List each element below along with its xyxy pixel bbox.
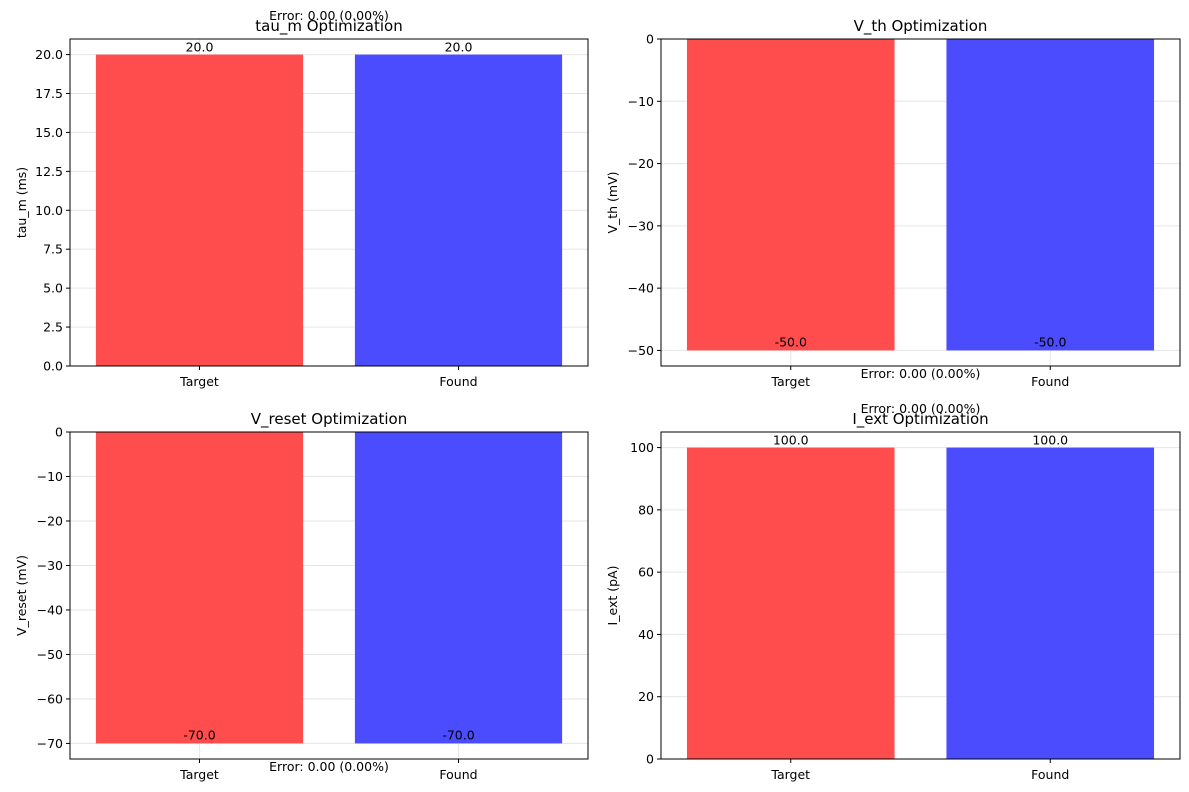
y-tick-label: 0.0: [43, 359, 63, 374]
bar-value-label: -70.0: [183, 727, 215, 742]
error-annotation: Error: 0.00 (0.00%): [269, 8, 389, 23]
x-tick-label: Target: [179, 374, 219, 389]
y-tick-label: 100: [630, 440, 654, 455]
axes-frame: [69, 38, 589, 367]
bar-value-label: 100.0: [1032, 433, 1068, 448]
y-tick-label: 2.5: [43, 320, 63, 335]
bar-target: [686, 447, 895, 759]
bar-value-label: -50.0: [1034, 334, 1066, 349]
y-tick-label: 20.0: [35, 47, 63, 62]
bar-found: [354, 54, 563, 366]
y-tick-label: 80: [638, 502, 654, 517]
chart-title: tau_m Optimization: [255, 17, 402, 36]
axes-frame: [69, 431, 589, 760]
y-tick-label: −20: [37, 513, 63, 528]
y-tick-label: −50: [628, 343, 654, 358]
y-tick-label: 0: [646, 32, 654, 47]
y-tick-label: 0: [646, 752, 654, 767]
y-tick-label: 60: [638, 565, 654, 580]
x-tick-label: Found: [1031, 767, 1069, 782]
error-annotation: Error: 0.00 (0.00%): [269, 759, 389, 774]
bar-target: [95, 432, 304, 744]
bar-target: [95, 54, 304, 366]
y-tick-label: −60: [37, 691, 63, 706]
x-tick-label: Found: [439, 767, 477, 782]
subplot-4: 100.0 100.0 0 20 40 60 80 100 Target Found I_ext (…: [605, 401, 1181, 782]
y-tick-label: 5.0: [43, 281, 63, 296]
y-tick-label: 12.5: [35, 164, 63, 179]
y-axis-label: V_th (mV): [605, 171, 620, 233]
y-tick-label: 40: [638, 627, 654, 642]
x-tick-label: Target: [179, 767, 219, 782]
chart-title: V_th Optimization: [854, 17, 988, 36]
x-tick-label: Found: [439, 374, 477, 389]
y-tick-label: 7.5: [43, 242, 63, 257]
y-tick-label: 0: [55, 425, 63, 440]
y-tick-label: −40: [37, 602, 63, 617]
x-tick-label: Target: [770, 374, 810, 389]
bar-found: [354, 432, 563, 744]
axes-frame: [660, 431, 1181, 760]
axes-frame: [660, 38, 1181, 367]
x-tick-label: Found: [1031, 374, 1069, 389]
y-tick-label: −70: [37, 736, 63, 751]
error-annotation: Error: 0.00 (0.00%): [861, 401, 981, 416]
y-axis-label: V_reset (mV): [14, 555, 29, 636]
chart-title: V_reset Optimization: [251, 410, 407, 429]
y-tick-label: −10: [628, 94, 654, 109]
subplot-1: 20.0 20.0 0.0 2.5 5.0 7.5 10.0 12.5 15.0 17.5 20.0…: [14, 8, 589, 389]
y-tick-label: 15.0: [35, 125, 63, 140]
bar-value-label: 100.0: [773, 433, 809, 448]
y-tick-label: −30: [628, 218, 654, 233]
bar-value-label: -70.0: [442, 727, 474, 742]
bar-target: [686, 39, 895, 351]
bar-found: [946, 447, 1155, 759]
subplot-2: -50.0 -50.0 0 −10 −20 −30 −40 −50 Target Found V_t…: [605, 17, 1181, 389]
y-tick-label: 17.5: [35, 86, 63, 101]
subplot-3: -70.0 -70.0 0 −10 −20 −30 −40 −50 −60 −70 Target Fo…: [14, 410, 589, 782]
y-tick-label: 10.0: [35, 203, 63, 218]
bar-found: [946, 39, 1155, 351]
y-tick-label: −50: [37, 647, 63, 662]
y-tick-label: −40: [628, 281, 654, 296]
y-tick-label: 20: [638, 689, 654, 704]
x-tick-label: Target: [770, 767, 810, 782]
y-axis-label: I_ext (pA): [605, 566, 620, 626]
y-axis-label: tau_m (ms): [14, 167, 29, 238]
error-annotation: Error: 0.00 (0.00%): [861, 366, 981, 381]
bar-value-label: 20.0: [186, 40, 214, 55]
chart-title: I_ext Optimization: [852, 410, 988, 429]
bar-value-label: 20.0: [445, 40, 473, 55]
y-tick-label: −10: [37, 469, 63, 484]
y-tick-label: −30: [37, 558, 63, 573]
y-tick-label: −20: [628, 156, 654, 171]
bar-value-label: -50.0: [775, 334, 807, 349]
